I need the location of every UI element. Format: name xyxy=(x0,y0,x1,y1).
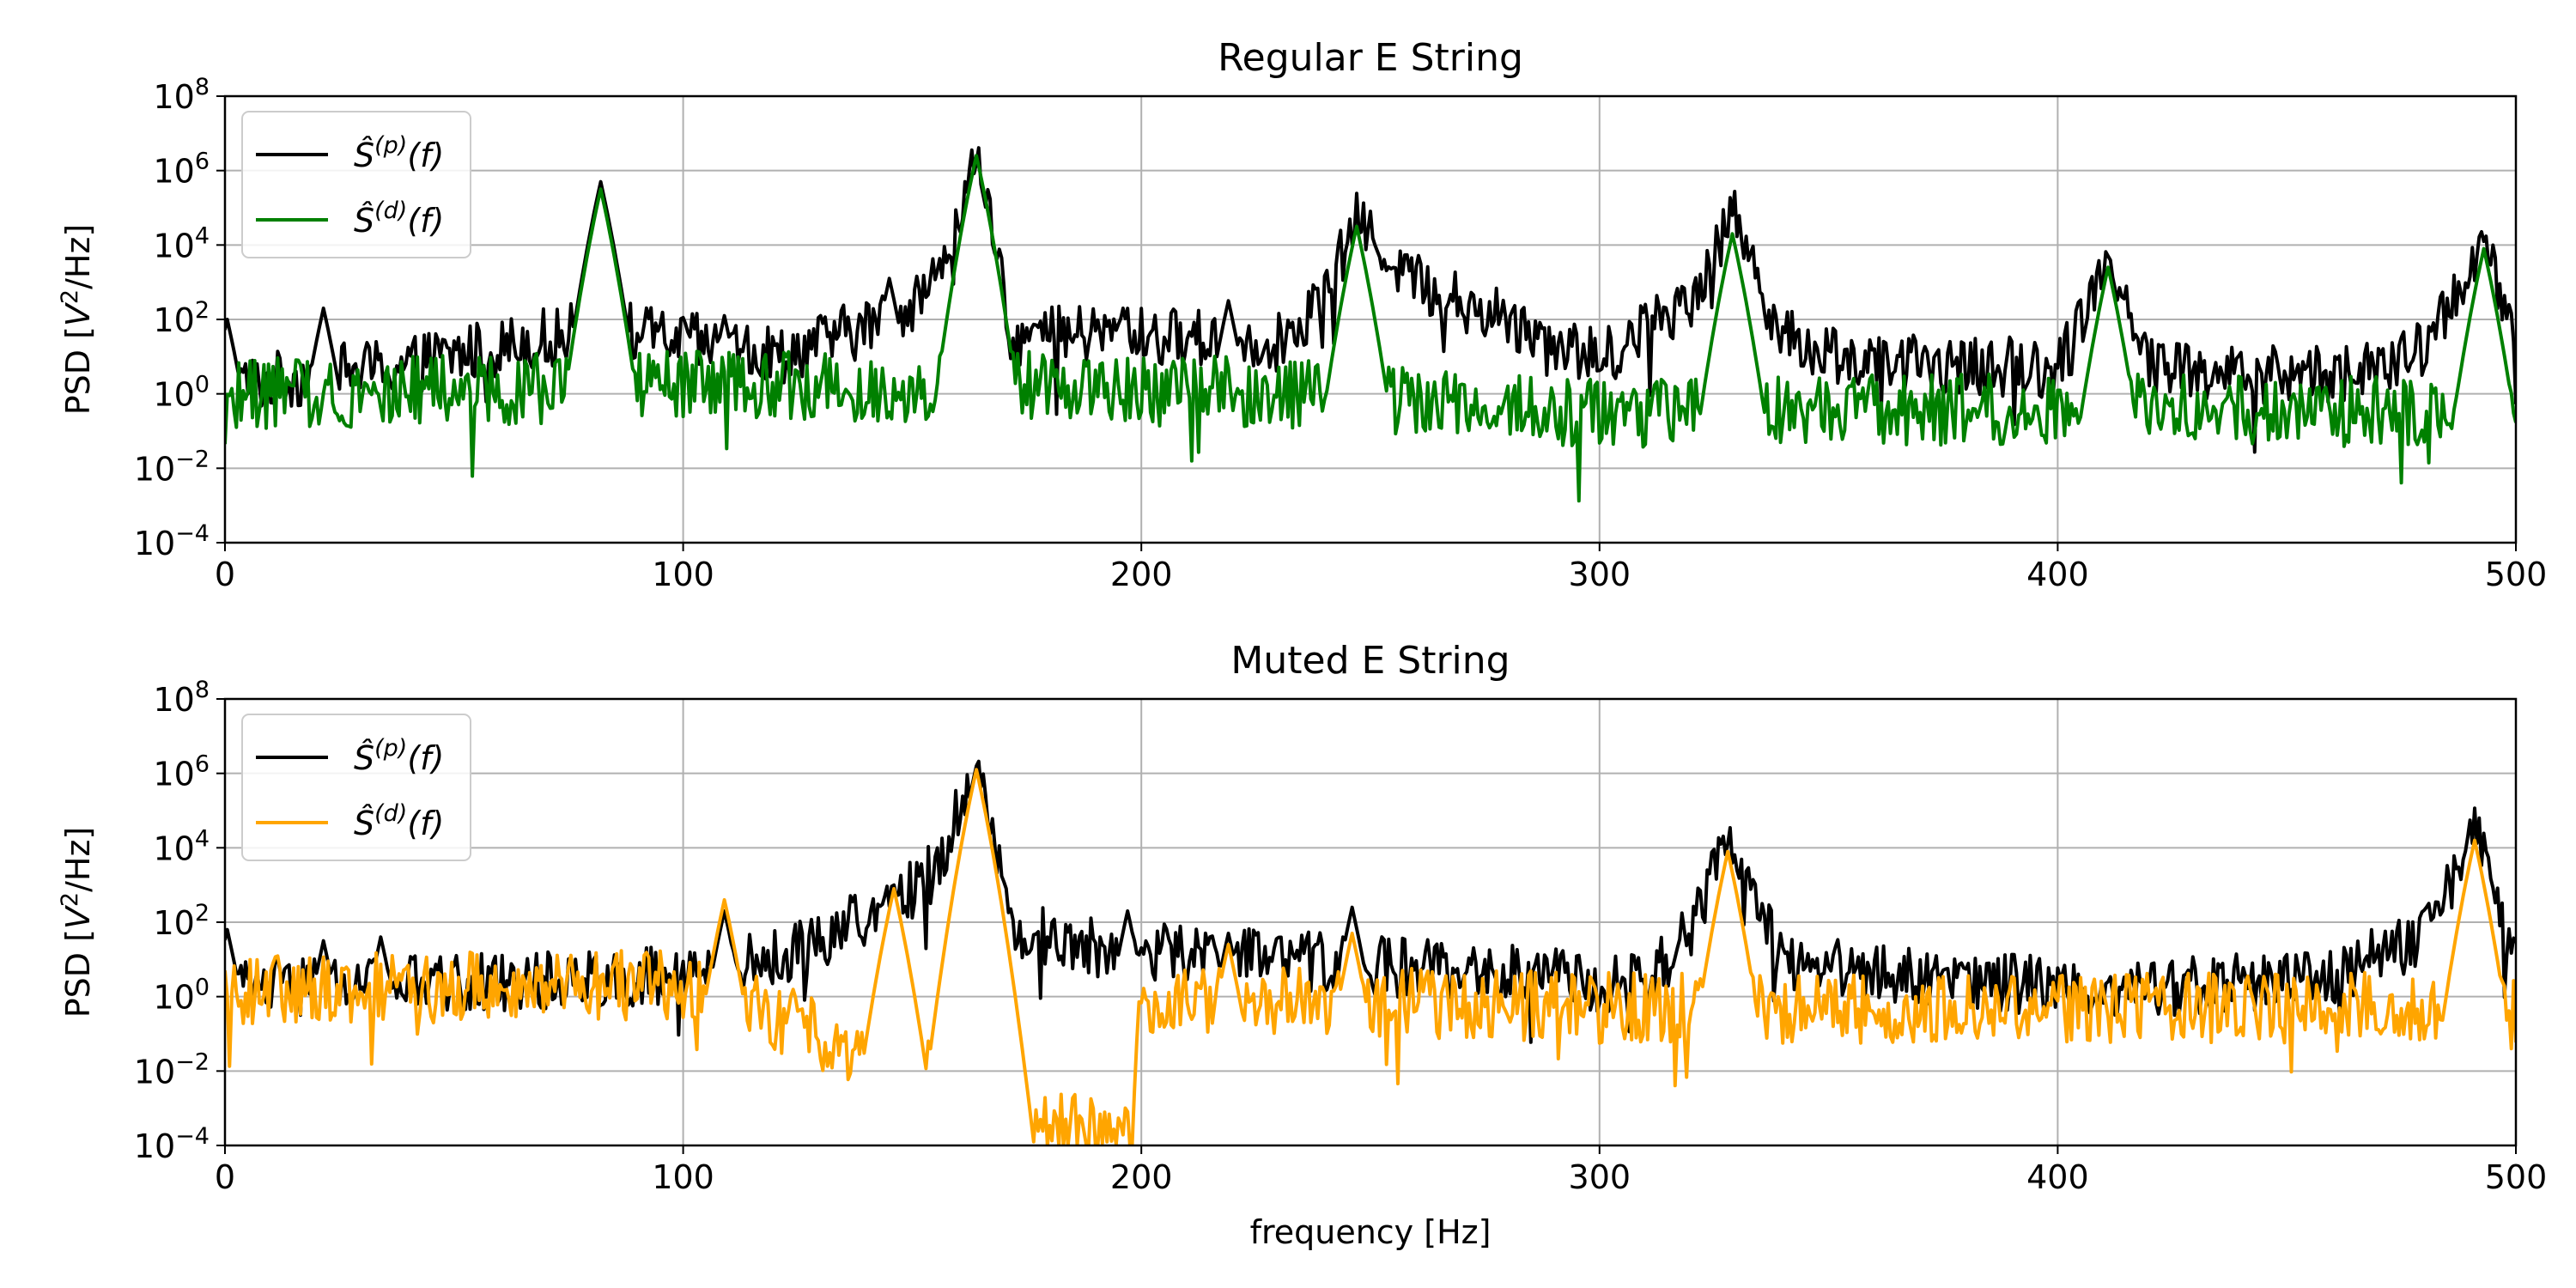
x-tick-label: 400 xyxy=(2026,1158,2089,1196)
y-tick-label: 102 xyxy=(153,900,210,942)
x-tick-label: 200 xyxy=(1110,556,1173,593)
chart-panel-muted: 0 100 200 300 400 500 10−4 10−2 100 102 104 106 108 M… xyxy=(57,639,2547,1251)
x-tick-label: 500 xyxy=(2485,1158,2548,1196)
x-tick-label: 400 xyxy=(2026,556,2089,593)
y-tick-label: 10−4 xyxy=(134,520,210,562)
y-tick-label: 10−2 xyxy=(134,446,210,488)
y-tick-label: 104 xyxy=(153,222,210,264)
x-tick-label: 0 xyxy=(215,1158,235,1196)
x-tick-label: 300 xyxy=(1569,556,1631,593)
y-axis-label: PSD [V2/Hz] xyxy=(57,827,97,1018)
x-tick-label: 0 xyxy=(215,556,235,593)
chart-panel-regular: 0 100 200 300 400 500 10−4 10−2 100 102 104 106 108 R… xyxy=(57,36,2547,593)
x-tick-label: 200 xyxy=(1110,1158,1173,1196)
legend: Ŝ(p)(f)Ŝ(d)(f) xyxy=(241,714,471,861)
y-tick-label: 102 xyxy=(153,297,210,339)
y-tick-label: 104 xyxy=(153,825,210,867)
x-tick-label: 100 xyxy=(652,1158,714,1196)
y-tick-label: 108 xyxy=(153,74,210,116)
x-tick-label: 100 xyxy=(652,556,714,593)
chart-title: Muted E String xyxy=(1230,639,1510,683)
legend: Ŝ(p)(f)Ŝ(d)(f) xyxy=(241,111,471,258)
series-line-1 xyxy=(225,768,2516,1145)
series-line-1 xyxy=(225,154,2516,503)
y-tick-label: 108 xyxy=(153,677,210,719)
chart-title: Regular E String xyxy=(1218,36,1523,80)
y-tick-label: 100 xyxy=(153,975,210,1017)
y-tick-label: 106 xyxy=(153,751,210,793)
y-tick-label: 100 xyxy=(153,372,210,414)
x-tick-label: 300 xyxy=(1569,1158,1631,1196)
y-tick-label: 10−2 xyxy=(134,1048,210,1091)
y-axis-label: PSD [V2/Hz] xyxy=(57,224,97,416)
y-tick-label: 106 xyxy=(153,149,210,191)
x-axis-label: frequency [Hz] xyxy=(1250,1213,1492,1251)
y-tick-label: 10−4 xyxy=(134,1123,210,1165)
x-tick-label: 500 xyxy=(2485,556,2548,593)
legend-label-0: Ŝ(p)(f) xyxy=(354,132,444,174)
